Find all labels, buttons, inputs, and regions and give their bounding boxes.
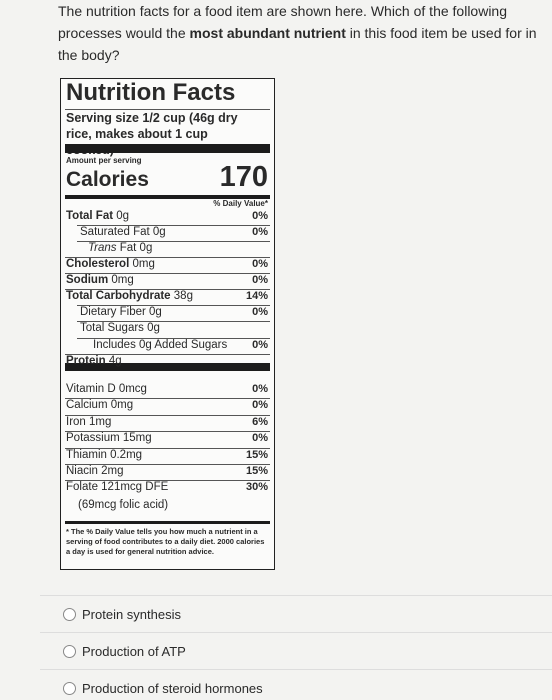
radio-button[interactable] bbox=[63, 645, 76, 658]
nutrient-row: Total Carbohydrate 38g bbox=[66, 290, 193, 302]
divider bbox=[65, 521, 270, 524]
option-text[interactable]: Protein synthesis bbox=[82, 607, 181, 622]
daily-value-header: % Daily Value* bbox=[213, 199, 268, 208]
daily-value: 0% bbox=[252, 274, 268, 286]
footnote: * The % Daily Value tells you how much a… bbox=[66, 527, 265, 556]
daily-value: 0% bbox=[252, 339, 268, 351]
micronutrient-name: Calcium 0mg bbox=[66, 399, 134, 412]
divider bbox=[65, 257, 270, 258]
divider bbox=[65, 414, 270, 416]
nutrient-amount: 38g bbox=[173, 290, 193, 302]
divider bbox=[77, 225, 270, 226]
nutrient-amount: 0g bbox=[152, 226, 166, 238]
nutrition-label: Nutrition Facts Serving size 1/2 cup (46… bbox=[60, 78, 275, 570]
nutrient-row: Trans Fat 0g bbox=[88, 242, 152, 254]
divider bbox=[65, 273, 270, 274]
daily-value: 0% bbox=[252, 210, 268, 222]
daily-value: 14% bbox=[245, 290, 268, 302]
question: The nutrition facts for a food item are … bbox=[58, 0, 548, 66]
daily-value: 15% bbox=[245, 448, 268, 461]
divider bbox=[65, 464, 270, 465]
daily-value: 0% bbox=[252, 258, 268, 270]
daily-value: 0% bbox=[252, 383, 268, 395]
nutrient-row: Cholesterol 0mg bbox=[66, 258, 155, 270]
nutrient-row: Protein 4g bbox=[66, 355, 122, 367]
daily-value: 0% bbox=[252, 399, 268, 412]
micronutrient-name: Folate 121mcg DFE bbox=[66, 481, 169, 494]
nutrient-name: Total Carbohydrate bbox=[66, 290, 171, 302]
nutrient-name: Dietary Fiber bbox=[80, 306, 146, 318]
divider bbox=[65, 431, 270, 433]
nutrient-amount: 0g bbox=[149, 306, 162, 318]
divider bbox=[77, 305, 270, 306]
nutrient-row: Includes 0g Added Sugars bbox=[93, 339, 227, 351]
nutrient-name: Cholesterol bbox=[66, 258, 130, 270]
calories-label: Calories bbox=[66, 168, 149, 191]
nutrient-amount: 0mg bbox=[111, 274, 134, 286]
nutrient-name: Saturated Fat bbox=[80, 226, 150, 238]
nutrient-row: Saturated Fat 0g bbox=[80, 226, 166, 238]
micronutrient-name: Vitamin D 0mcg bbox=[66, 383, 147, 395]
daily-value: 15% bbox=[245, 465, 268, 477]
divider bbox=[77, 321, 270, 322]
nutrient-amount: 0g bbox=[147, 322, 160, 334]
nutrient-name: Sodium bbox=[66, 274, 109, 286]
nutrient-amount: 0mg bbox=[132, 258, 155, 270]
nutrient-amount: 4g bbox=[108, 355, 122, 367]
nutrient-name: Total Sugars bbox=[80, 322, 144, 334]
micronutrient-name: Thiamin 0.2mg bbox=[66, 448, 143, 461]
divider bbox=[65, 447, 270, 449]
divider bbox=[65, 480, 270, 482]
micronutrient-name: Potassium 15mg bbox=[66, 432, 152, 445]
divider bbox=[65, 289, 270, 290]
nutrient-row: Sodium 0mg bbox=[66, 274, 134, 286]
radio-button[interactable] bbox=[63, 608, 76, 621]
divider bbox=[65, 398, 270, 400]
daily-value: 0% bbox=[252, 226, 268, 238]
divider bbox=[77, 338, 270, 339]
nutrient-name: Total Fat bbox=[66, 210, 114, 222]
option-text[interactable]: Production of steroid hormones bbox=[82, 681, 263, 696]
nutrient-name: Includes 0g Added Sugars bbox=[93, 339, 228, 351]
nutrient-name: Protein bbox=[66, 355, 106, 367]
nutrient-name: Trans bbox=[88, 242, 117, 254]
nutrient-row: Total Fat 0g bbox=[66, 210, 129, 222]
micronutrient-name: Iron 1mg bbox=[66, 415, 112, 428]
divider bbox=[77, 241, 270, 242]
daily-value: 30% bbox=[245, 481, 268, 494]
daily-value: 6% bbox=[252, 415, 268, 428]
option-text[interactable]: Production of ATP bbox=[82, 644, 186, 659]
amount-per-serving: Amount per serving bbox=[66, 156, 142, 165]
micronutrient-name: Niacin 2mg bbox=[66, 465, 124, 477]
calories-value: 170 bbox=[219, 161, 268, 193]
nutrient-amount: Fat 0g bbox=[119, 242, 153, 254]
separator bbox=[40, 632, 552, 633]
question-text: in this food item be used for in the bod… bbox=[58, 25, 537, 63]
daily-value: 0% bbox=[252, 306, 268, 318]
nutrient-amount: 0g bbox=[116, 210, 130, 222]
question-emphasis: most abundant nutrient bbox=[189, 25, 346, 41]
radio-button[interactable] bbox=[63, 682, 76, 695]
nutrient-row: Total Sugars 0g bbox=[80, 322, 160, 334]
separator bbox=[40, 669, 552, 670]
nutrient-row: Dietary Fiber 0g bbox=[80, 306, 162, 318]
label-title: Nutrition Facts bbox=[66, 79, 236, 106]
micronutrient-name: (69mcg folic acid) bbox=[78, 498, 169, 511]
divider bbox=[65, 354, 270, 355]
daily-value: 0% bbox=[252, 432, 268, 445]
question-text: The nutrition facts for a food item are … bbox=[58, 3, 508, 41]
separator bbox=[40, 595, 552, 596]
